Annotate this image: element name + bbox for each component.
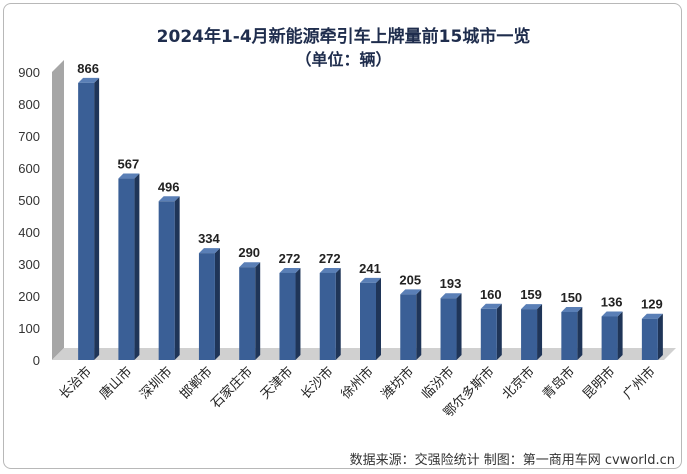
category-label: 深圳市 (137, 364, 176, 403)
bar-side (376, 277, 381, 360)
bar-value-label: 129 (641, 297, 663, 312)
bar-value-label: 496 (158, 179, 180, 194)
category-label: 青岛市 (539, 364, 578, 403)
bar-side (335, 267, 341, 360)
bar-top (400, 289, 422, 295)
bar-side (94, 77, 100, 360)
bar (400, 294, 417, 360)
bar (198, 253, 215, 360)
category-label: 昆明市 (580, 364, 619, 403)
side-wall (52, 60, 64, 360)
source-note: 数据来源：交强险统计 制图：第一商用车网 cvworld.cn (349, 453, 675, 468)
bar (158, 201, 175, 360)
bar (641, 318, 658, 360)
bar-top (118, 173, 140, 179)
bar-value-label: 136 (601, 294, 623, 309)
bar-side (537, 304, 543, 360)
bar-top (198, 248, 220, 254)
bar-value-label: 205 (399, 272, 421, 287)
bar-side (496, 303, 502, 360)
y-tick-label: 100 (18, 321, 40, 336)
bar-top (319, 267, 341, 273)
bar-top (158, 196, 180, 202)
category-label: 天津市 (257, 364, 296, 403)
bar-side (617, 311, 623, 360)
bar-top (601, 311, 623, 317)
bar-side (174, 196, 180, 360)
bar-top (521, 304, 543, 310)
bar (279, 272, 296, 360)
y-tick-label: 600 (18, 161, 40, 176)
bar-side (295, 267, 301, 360)
category-label: 临汾市 (418, 364, 457, 403)
bar-value-label: 334 (198, 231, 220, 246)
bar-value-label: 150 (560, 290, 582, 305)
bar (561, 312, 578, 360)
bar (360, 282, 376, 360)
category-label: 徐州市 (338, 364, 377, 403)
chart-frame (3, 3, 682, 469)
bar-top (440, 293, 462, 299)
bar-top (360, 277, 381, 283)
chart-subtitle: （单位：辆） (295, 50, 392, 69)
bar (440, 298, 457, 360)
bar-value-label: 160 (480, 287, 502, 302)
y-tick-label: 200 (18, 289, 40, 304)
category-label: 广州市 (620, 364, 659, 403)
category-label: 长沙市 (298, 364, 337, 403)
y-tick-label: 400 (18, 225, 40, 240)
bar-value-label: 290 (238, 245, 260, 260)
bar-side (657, 313, 663, 360)
bar-side (416, 289, 422, 360)
y-tick-label: 500 (18, 193, 40, 208)
y-tick-label: 300 (18, 257, 40, 272)
chart-title: 2024年1-4月新能源牵引车上牌量前15城市一览 (156, 27, 531, 47)
bar (601, 316, 618, 360)
bar-top (641, 313, 663, 319)
category-label: 唐山市 (96, 364, 135, 403)
category-label: 石家庄市 (208, 364, 256, 412)
bar-value-label: 866 (77, 61, 99, 76)
y-tick-label: 0 (33, 353, 40, 368)
bar-top (279, 267, 301, 273)
bar-side (255, 262, 261, 360)
bar (480, 308, 497, 360)
bar (319, 272, 336, 360)
bar-side (456, 293, 462, 360)
bar-value-label: 241 (359, 261, 381, 276)
bar-value-label: 159 (520, 287, 542, 302)
bar (118, 178, 135, 360)
bar-value-label: 272 (319, 251, 341, 266)
category-label: 潍坊市 (378, 364, 417, 403)
bar-side (214, 248, 220, 360)
category-label: 长治市 (56, 364, 95, 403)
category-label: 邯郸市 (177, 364, 216, 403)
bar-top (480, 303, 502, 309)
y-tick-label: 700 (18, 129, 40, 144)
bar-value-label: 567 (118, 157, 140, 172)
bar (239, 267, 256, 360)
y-tick-label: 900 (18, 65, 40, 80)
y-tick-label: 800 (18, 97, 40, 112)
category-label: 北京市 (499, 364, 538, 403)
bar (521, 309, 538, 360)
bar-side (577, 307, 583, 360)
bar-value-label: 193 (440, 276, 462, 291)
bar-top (239, 262, 261, 268)
bar-top (561, 307, 583, 312)
bar (78, 82, 95, 360)
bar-top (78, 77, 100, 83)
bar-side (134, 173, 140, 360)
bar-value-label: 272 (279, 251, 301, 266)
